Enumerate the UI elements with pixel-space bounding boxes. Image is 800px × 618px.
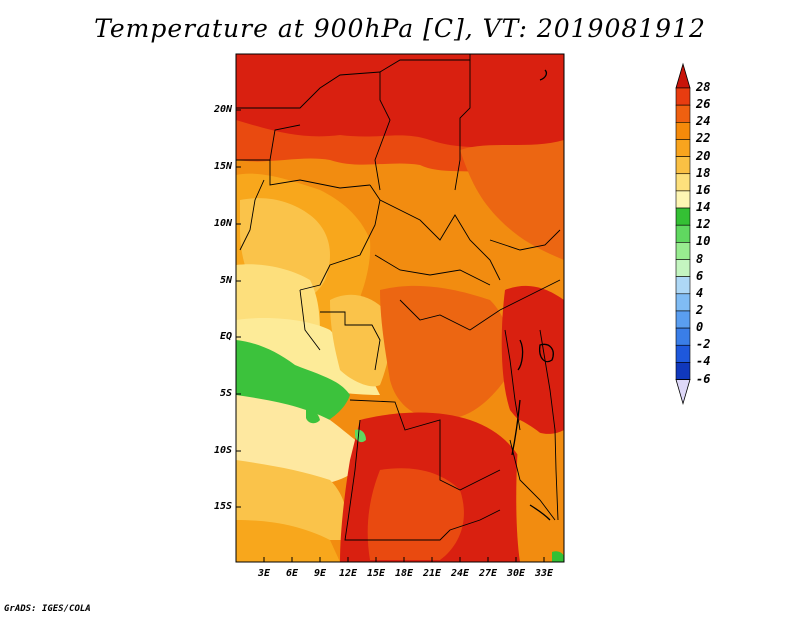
colorbar-swatch [675, 344, 691, 363]
lon-label: 9E [313, 568, 327, 579]
colorbar-label: 12 [696, 217, 711, 232]
colorbar-swatch [675, 293, 691, 312]
colorbar-label: 20 [696, 148, 711, 163]
lon-label: 33E [534, 568, 554, 579]
colorbar-label: 8 [696, 251, 704, 266]
chart-title: Temperature at 900hPa [C], VT: 201908191… [94, 14, 706, 43]
lon-label: 12E [338, 568, 358, 579]
colorbar-over-arrow [675, 62, 691, 89]
lakes [511, 69, 554, 521]
colorbar-label: 14 [696, 200, 711, 215]
colorbar-swatch [675, 207, 691, 226]
colorbar-label: 6 [696, 268, 704, 283]
lat-label: 15N [213, 161, 232, 172]
colorbar-swatch [675, 122, 691, 140]
colorbar-swatch [675, 310, 691, 329]
lat-label: 10N [213, 218, 232, 229]
colorbar-label: -2 [696, 337, 711, 352]
colorbar-swatch [675, 156, 691, 175]
colorbar-swatch [675, 327, 691, 346]
colorbar-label: 0 [696, 320, 704, 335]
colorbar-swatch [675, 242, 691, 260]
lat-label: 5N [219, 275, 232, 286]
lon-label: 6E [285, 568, 299, 579]
colorbar-swatch [675, 87, 691, 106]
colorbar-label: 28 [696, 80, 711, 94]
colorbar-swatch [675, 139, 691, 157]
lat-ticks [236, 109, 241, 508]
colorbar-swatch [675, 362, 691, 380]
lon-ticks [263, 557, 545, 562]
colorbar-swatch [675, 173, 691, 192]
colorbar-label: 18 [696, 165, 711, 180]
lat-label: 15S [213, 501, 232, 512]
map-frame [235, 53, 565, 563]
colorbar-swatch [675, 276, 691, 295]
colorbar [675, 62, 691, 405]
lon-label: 18E [394, 568, 414, 579]
colorbar-label: -4 [696, 354, 711, 369]
colorbar-label: 24 [696, 114, 711, 129]
lon-label: 24E [450, 568, 470, 579]
country-borders [236, 54, 561, 541]
colorbar-label: 16 [696, 182, 711, 197]
colorbar-swatch [675, 104, 691, 123]
lon-label: 3E [257, 568, 271, 579]
lon-label: 30E [506, 568, 526, 579]
colorbar-swatch [675, 224, 691, 243]
colorbar-label: -6 [696, 371, 711, 386]
lon-label: 21E [422, 568, 442, 579]
colorbar-label: 26 [696, 97, 711, 112]
lon-label: 15E [366, 568, 386, 579]
colorbar-label: 10 [696, 234, 711, 249]
credit-text: GrADS: IGES/COLA [4, 604, 91, 614]
colorbar-label: 4 [696, 285, 704, 300]
colorbar-swatch [675, 259, 691, 277]
temperature-field [236, 54, 564, 562]
colorbar-label: 22 [696, 131, 711, 146]
colorbar-swatch [675, 190, 691, 209]
lat-label: 10S [213, 445, 232, 456]
colorbar-label: 2 [696, 302, 704, 317]
lat-label: EQ [219, 331, 232, 342]
colorbar-under-arrow [675, 379, 691, 405]
lat-label: 20N [213, 104, 232, 115]
lon-label: 27E [478, 568, 498, 579]
lat-label: 5S [219, 388, 232, 399]
